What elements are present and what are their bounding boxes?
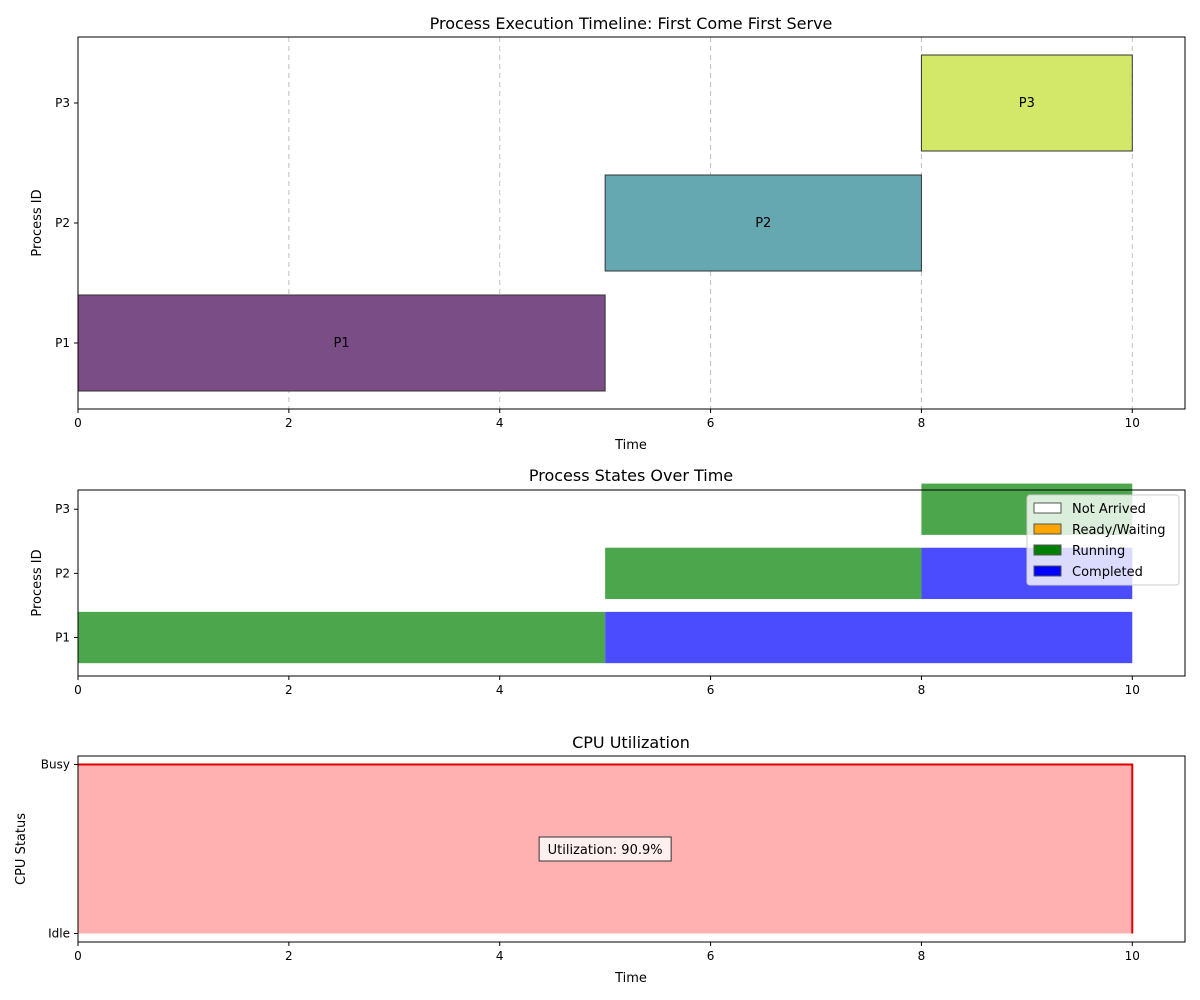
y-tick-label: P3	[55, 96, 70, 110]
y-tick-label: P3	[55, 502, 70, 516]
cpu-status-line	[78, 763, 1134, 934]
x-tick-label: 8	[918, 683, 926, 697]
y-tick-label: Idle	[48, 927, 70, 941]
states-bars	[78, 483, 1133, 664]
legend-swatch	[1033, 502, 1062, 514]
x-tick-label: 6	[707, 416, 715, 430]
timeline-x-ticks: 0 2 4 6 8 10	[74, 409, 1140, 430]
legend-swatch	[1033, 565, 1062, 577]
cpu-x-ticks: 0 2 4 6 8 10	[74, 942, 1140, 963]
timeline-x-axis-label: Time	[614, 438, 647, 453]
cpu-chart: CPU Utilization 0 2 4 6 8 10 Idle Busy Time CP…	[14, 733, 1186, 986]
x-tick-label: 8	[918, 416, 926, 430]
state-segment-p1-running	[78, 611, 606, 664]
states-y-axis-label: Process ID	[30, 549, 45, 616]
bar-label-p3: P3	[1019, 96, 1035, 111]
x-tick-label: 0	[74, 683, 82, 697]
timeline-chart: Process Execution Timeline: First Come F…	[30, 14, 1186, 453]
state-segment-p2-running	[605, 547, 922, 600]
x-tick-label: 10	[1125, 416, 1140, 430]
timeline-bars: P1 P2 P3	[77, 54, 1133, 392]
x-tick-label: 6	[707, 949, 715, 963]
x-tick-label: 8	[918, 949, 926, 963]
x-tick-label: 2	[285, 683, 293, 697]
cpu-title: CPU Utilization	[572, 733, 690, 752]
y-tick-label: P1	[55, 336, 70, 350]
bar-p1	[77, 294, 606, 392]
bar-label-p1: P1	[334, 336, 350, 351]
states-x-ticks: 0 2 4 6 8 10	[74, 676, 1140, 697]
x-tick-label: 0	[74, 416, 82, 430]
legend-label: Running	[1072, 544, 1125, 559]
x-tick-label: 10	[1125, 949, 1140, 963]
cpu-annotation: Utilization: 90.9%	[538, 836, 672, 862]
states-chart: Process States Over Time 0 2 4 6 8 10 P1P2P3 …	[30, 466, 1186, 697]
cpu-plot-frame	[77, 755, 1186, 943]
bar-p3	[920, 54, 1133, 152]
states-legend: Not Arrived Ready/Waiting Running Completed	[1026, 494, 1180, 586]
x-tick-label: 0	[74, 949, 82, 963]
x-tick-label: 6	[707, 683, 715, 697]
states-title: Process States Over Time	[529, 466, 733, 485]
legend-label: Completed	[1072, 565, 1143, 580]
states-y-ticks: P1 P2 P3	[55, 502, 78, 645]
bar-label-p2: P2	[755, 216, 771, 231]
legend-label: Ready/Waiting	[1072, 523, 1166, 538]
utilization-label: Utilization: 90.9%	[548, 843, 663, 858]
x-tick-label: 4	[496, 683, 504, 697]
timeline-title: Process Execution Timeline: First Come F…	[430, 14, 833, 33]
cpu-y-ticks: Idle Busy	[41, 757, 78, 941]
timeline-y-ticks: P1 P2 P3	[55, 96, 78, 350]
x-tick-label: 2	[285, 949, 293, 963]
timeline-y-axis-label: Process ID	[30, 189, 45, 256]
cpu-x-axis-label: Time	[614, 971, 647, 986]
states-plot-frame	[77, 489, 1186, 677]
utilization-box	[538, 836, 672, 862]
x-tick-label: 10	[1125, 683, 1140, 697]
legend-label: Not Arrived	[1072, 502, 1146, 517]
y-tick-label: P1	[55, 631, 70, 645]
bar-p2	[604, 174, 922, 272]
legend-swatch	[1033, 544, 1062, 556]
cpu-y-axis-label: CPU Status	[14, 813, 29, 885]
x-tick-label: 4	[496, 949, 504, 963]
y-tick-label: P2	[55, 566, 70, 580]
x-tick-label: 4	[496, 416, 504, 430]
y-tick-label: P2	[55, 216, 70, 230]
y-tick-label: Busy	[41, 757, 70, 771]
legend-swatch	[1033, 523, 1062, 535]
x-tick-label: 2	[285, 416, 293, 430]
state-segment-p1-completed	[605, 611, 1133, 664]
legend-frame	[1026, 494, 1180, 586]
